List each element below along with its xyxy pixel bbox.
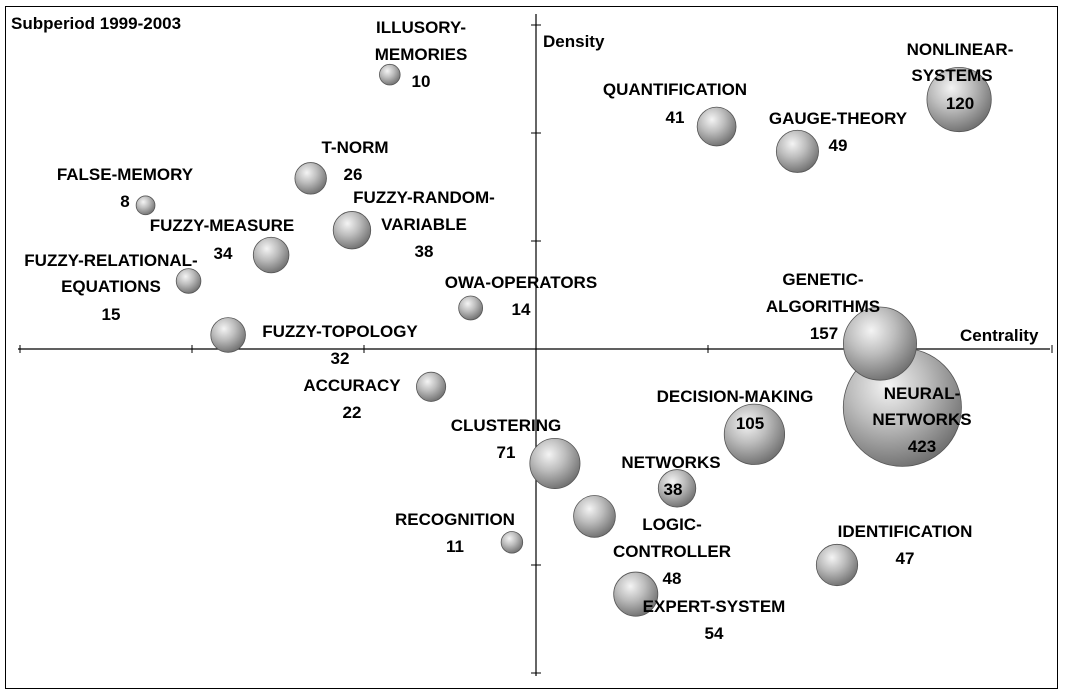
bubble-count-networks: 38 (664, 480, 683, 499)
bubble-fuzzy-topology (210, 317, 246, 353)
bubble-count-identification: 47 (896, 549, 915, 568)
bubble-label-nonlinear-systems: SYSTEMS (911, 66, 992, 85)
bubble-recognition (500, 531, 524, 554)
x-axis-label: Centrality (960, 326, 1039, 345)
bubble-count-false-memory: 8 (120, 192, 129, 211)
bubble-label-recognition: RECOGNITION (395, 510, 515, 529)
bubble-gauge-theory (775, 129, 819, 173)
bubble-label-decision-making: DECISION-MAKING (657, 387, 814, 406)
bubble-logic-controller (573, 495, 616, 538)
bubble-label-illusory-memories: MEMORIES (375, 45, 468, 64)
bubbles (135, 63, 992, 617)
bubble-count-fuzzy-relational-equations: 15 (102, 305, 121, 324)
bubble-count-recognition: 11 (446, 537, 464, 556)
bubble-labels: NONLINEAR- SYSTEMS 120 QUANTIFICATION 41 GAUG… (24, 18, 1013, 643)
bubble-label-owa-operators: OWA-OPERATORS (445, 273, 597, 292)
bubble-clustering (529, 437, 581, 489)
bubble-decision-making (723, 403, 786, 465)
bubble-label-fuzzy-topology: FUZZY-TOPOLOGY (262, 322, 418, 341)
bubble-label-logic-controller: LOGIC- (642, 515, 702, 534)
bubble-count-logic-controller: 48 (663, 569, 682, 588)
bubble-count-quantification: 41 (666, 108, 685, 127)
y-axis-label: Density (543, 32, 605, 51)
bubble-count-gauge-theory: 49 (829, 136, 848, 155)
bubble-fuzzy-measure (252, 236, 290, 274)
bubble-label-false-memory: FALSE-MEMORY (57, 165, 194, 184)
bubble-count-fuzzy-random-variable: 38 (415, 242, 434, 261)
bubble-label-neural-networks: NETWORKS (872, 410, 971, 429)
bubble-count-clustering: 71 (497, 443, 516, 462)
bubble-label-neural-networks: NEURAL- (884, 384, 961, 403)
bubble-fuzzy-random-variable (332, 211, 372, 250)
bubble-label-networks: NETWORKS (621, 453, 720, 472)
bubble-count-illusory-memories: 10 (412, 72, 431, 91)
bubble-label-fuzzy-relational-equations: FUZZY-RELATIONAL- (24, 251, 197, 270)
bubble-networks (657, 469, 697, 508)
bubble-label-genetic-algorithms: GENETIC- (782, 270, 863, 289)
bubble-label-identification: IDENTIFICATION (838, 522, 973, 541)
bubble-label-fuzzy-random-variable: FUZZY-RANDOM- (353, 188, 495, 207)
bubble-genetic-algorithms (843, 306, 917, 381)
bubble-count-t-norm: 26 (344, 165, 363, 184)
bubble-label-nonlinear-systems: NONLINEAR- (907, 40, 1014, 59)
bubble-label-illusory-memories: ILLUSORY- (376, 18, 466, 37)
bubble-illusory-memories (379, 63, 401, 86)
bubble-count-fuzzy-topology: 32 (331, 349, 350, 368)
bubble-fuzzy-relational-equations (175, 268, 202, 294)
bubble-count-expert-system: 54 (705, 624, 724, 643)
chart-title: Subperiod 1999-2003 (11, 14, 181, 33)
bubble-count-genetic-algorithms: 157 (810, 324, 838, 343)
bubble-t-norm (294, 162, 327, 195)
bubble-nonlinear-systems (926, 66, 992, 133)
bubble-quantification (696, 106, 737, 147)
bubble-count-neural-networks: 423 (908, 437, 936, 456)
bubble-label-fuzzy-measure: FUZZY-MEASURE (150, 216, 295, 235)
bubble-label-fuzzy-relational-equations: EQUATIONS (61, 277, 161, 296)
bubble-label-logic-controller: CONTROLLER (613, 542, 731, 561)
bubble-label-fuzzy-random-variable: VARIABLE (381, 215, 467, 234)
bubble-label-quantification: QUANTIFICATION (603, 80, 747, 99)
bubble-expert-system (613, 571, 659, 617)
bubble-label-genetic-algorithms: ALGORITHMS (766, 297, 880, 316)
bubble-accuracy (416, 371, 447, 402)
bubble-count-owa-operators: 14 (512, 300, 531, 319)
bubble-owa-operators (458, 295, 484, 321)
bubble-count-fuzzy-measure: 34 (214, 244, 233, 263)
bubble-label-t-norm: T-NORM (321, 138, 388, 157)
bubble-count-decision-making: 105 (736, 414, 764, 433)
bubble-label-accuracy: ACCURACY (303, 376, 401, 395)
bubble-identification (815, 543, 859, 587)
bubble-label-clustering: CLUSTERING (451, 416, 562, 435)
bubble-count-accuracy: 22 (343, 403, 362, 422)
bubble-count-nonlinear-systems: 120 (946, 94, 974, 113)
bubble-label-expert-system: EXPERT-SYSTEM (643, 597, 786, 616)
bubble-label-gauge-theory: GAUGE-THEORY (769, 109, 908, 128)
bubble-false-memory (135, 195, 156, 216)
